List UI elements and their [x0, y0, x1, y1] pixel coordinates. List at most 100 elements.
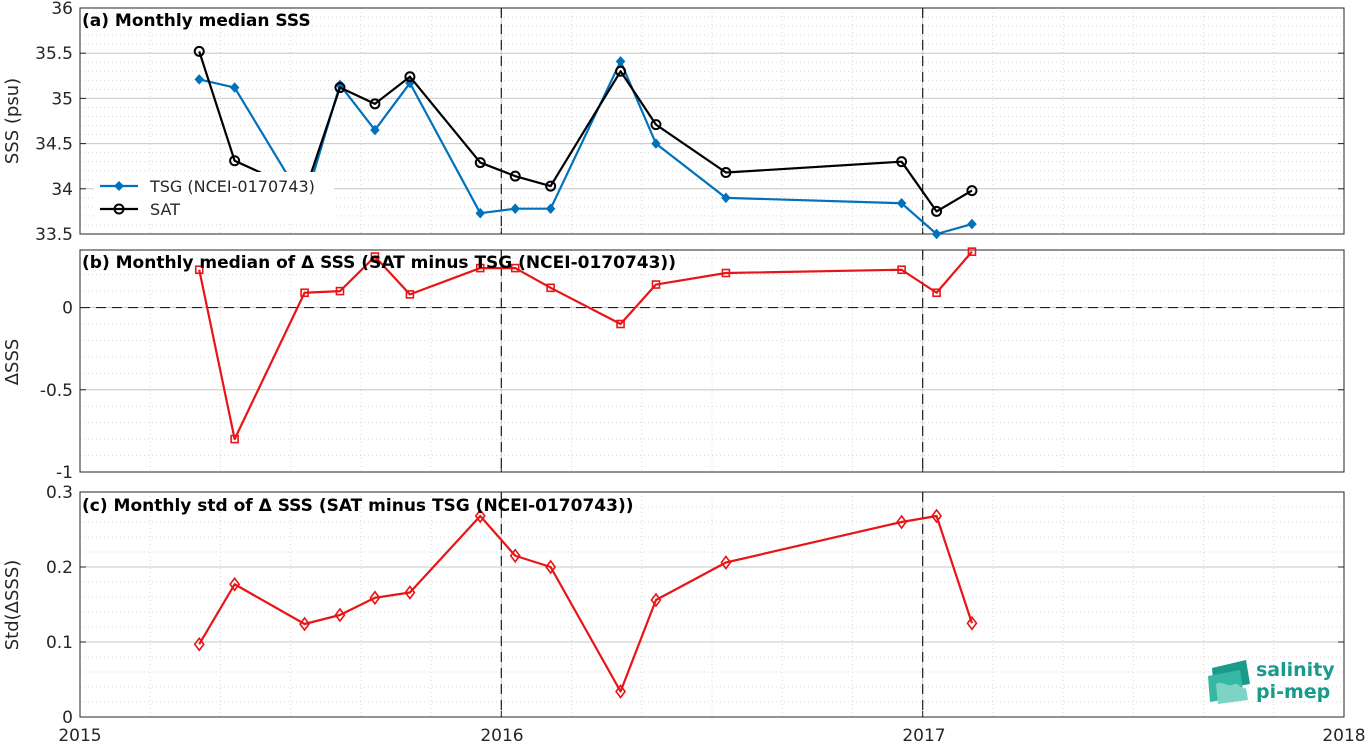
- data-point: [545, 203, 556, 215]
- legend-sat-label: SAT: [150, 200, 180, 219]
- data-point: [650, 119, 662, 131]
- salinity-pimep-logo-icon: [1208, 660, 1250, 704]
- panel-a-title: (a) Monthly median SSS: [82, 11, 311, 31]
- data-point: [335, 286, 345, 296]
- data-point: [510, 263, 520, 273]
- data-point: [404, 585, 416, 600]
- data-point: [650, 592, 662, 608]
- axes-box: [79, 7, 1345, 235]
- logo-text-salinity: salinity: [1256, 659, 1335, 681]
- data-point: [615, 55, 626, 67]
- y-tick-label: 34: [51, 180, 73, 200]
- data-point: [897, 265, 906, 275]
- y-tick-label: -0.5: [40, 381, 73, 401]
- panel-0: 33.5 34 34.5 35 35.5 36: [35, 0, 1345, 245]
- data-point: [651, 138, 661, 149]
- data-point: [615, 684, 627, 699]
- y-tick-label: 0: [62, 299, 73, 319]
- y-tick-label: 0.1: [46, 633, 73, 653]
- legend: TSG (NCEI-0170743) SAT: [94, 172, 334, 222]
- data-point: [967, 247, 977, 256]
- panel-c-title: (c) Monthly std of Δ SSS (SAT minus TSG …: [82, 496, 633, 516]
- x-tick-label-2016: 2016: [480, 726, 523, 745]
- salinity-pimep-logo: salinity pi-mep: [1208, 659, 1335, 704]
- data-point: [229, 576, 241, 592]
- data-point: [299, 616, 311, 632]
- panel-2: 0 0.1 0.2 0.3: [46, 483, 1345, 728]
- panel-c-ylabel: Std(ΔSSS): [2, 560, 23, 651]
- y-tick-label: 35.5: [35, 44, 73, 64]
- data-point: [369, 98, 381, 110]
- data-point: [966, 615, 978, 631]
- y-tick-label: -1: [56, 463, 73, 483]
- data-point: [720, 555, 732, 570]
- data-point: [720, 167, 732, 179]
- data-point: [545, 180, 557, 192]
- y-tick-label: 0.2: [46, 558, 73, 578]
- data-point: [896, 156, 908, 168]
- legend-tsg-label: TSG (NCEI-0170743): [149, 177, 315, 196]
- x-tick-label-2015: 2015: [58, 726, 101, 745]
- data-point: [931, 205, 943, 217]
- data-point: [194, 74, 205, 85]
- panel-a-ylabel: SSS (psu): [2, 78, 23, 164]
- data-point: [230, 434, 239, 444]
- data-point: [615, 65, 627, 77]
- series-line: [198, 514, 974, 693]
- data-point: [405, 290, 415, 299]
- data-point: [370, 124, 380, 136]
- legend-sat-marker: [113, 203, 125, 215]
- data-point: [931, 508, 943, 524]
- logo-text-pimep: pi-mep: [1256, 681, 1330, 703]
- y-tick-label: 35: [51, 89, 73, 109]
- axes-box: [79, 249, 1345, 473]
- legend-tsg-marker: [114, 181, 124, 191]
- data-point: [370, 252, 380, 261]
- data-point: [510, 203, 521, 215]
- data-point: [931, 228, 942, 240]
- y-tick-label: 0: [62, 708, 73, 728]
- data-point: [721, 268, 731, 278]
- data-point: [369, 590, 381, 606]
- x-tick-label-2017: 2017: [902, 726, 945, 745]
- data-point: [334, 82, 346, 94]
- data-point: [509, 170, 521, 182]
- data-point: [300, 288, 309, 298]
- data-point: [193, 45, 205, 57]
- data-point: [194, 265, 204, 275]
- data-point: [229, 155, 241, 167]
- data-point: [966, 185, 978, 197]
- panel-b-title: (b) Monthly median of Δ SSS (SAT minus T…: [82, 253, 676, 273]
- x-tick-labels: 2015 2016 2017 2018: [58, 726, 1365, 745]
- data-point: [404, 71, 416, 83]
- series-line: [198, 250, 973, 441]
- panel-1: -1 -0.5 0: [40, 247, 1345, 483]
- data-point: [475, 263, 485, 273]
- data-point: [474, 157, 486, 169]
- data-point: [475, 207, 486, 219]
- data-point: [896, 197, 907, 209]
- series-line: [198, 51, 973, 213]
- data-point: [509, 548, 521, 564]
- x-tick-label-2018: 2018: [1322, 726, 1365, 745]
- data-point: [474, 508, 486, 524]
- data-point: [651, 280, 661, 289]
- data-point: [193, 636, 205, 652]
- y-tick-label: 36: [51, 0, 73, 19]
- panels: 33.5 34 34.5 35 35.5 36 -1 -0.5 0 0 0.1 0.2 0.3: [35, 0, 1345, 728]
- y-tick-label: 0.3: [46, 483, 73, 503]
- data-point: [721, 192, 731, 204]
- y-tick-label: 33.5: [35, 225, 73, 245]
- data-point: [932, 288, 941, 298]
- y-tick-label: 34.5: [35, 135, 73, 155]
- legend-box: [94, 172, 334, 222]
- data-point: [967, 218, 977, 230]
- data-point: [546, 283, 555, 293]
- data-point: [896, 514, 908, 530]
- data-point: [545, 559, 557, 575]
- panel-b-ylabel: ΔSSS: [2, 339, 23, 386]
- data-point: [334, 607, 346, 623]
- data-point: [229, 82, 240, 93]
- axes-box: [79, 491, 1345, 718]
